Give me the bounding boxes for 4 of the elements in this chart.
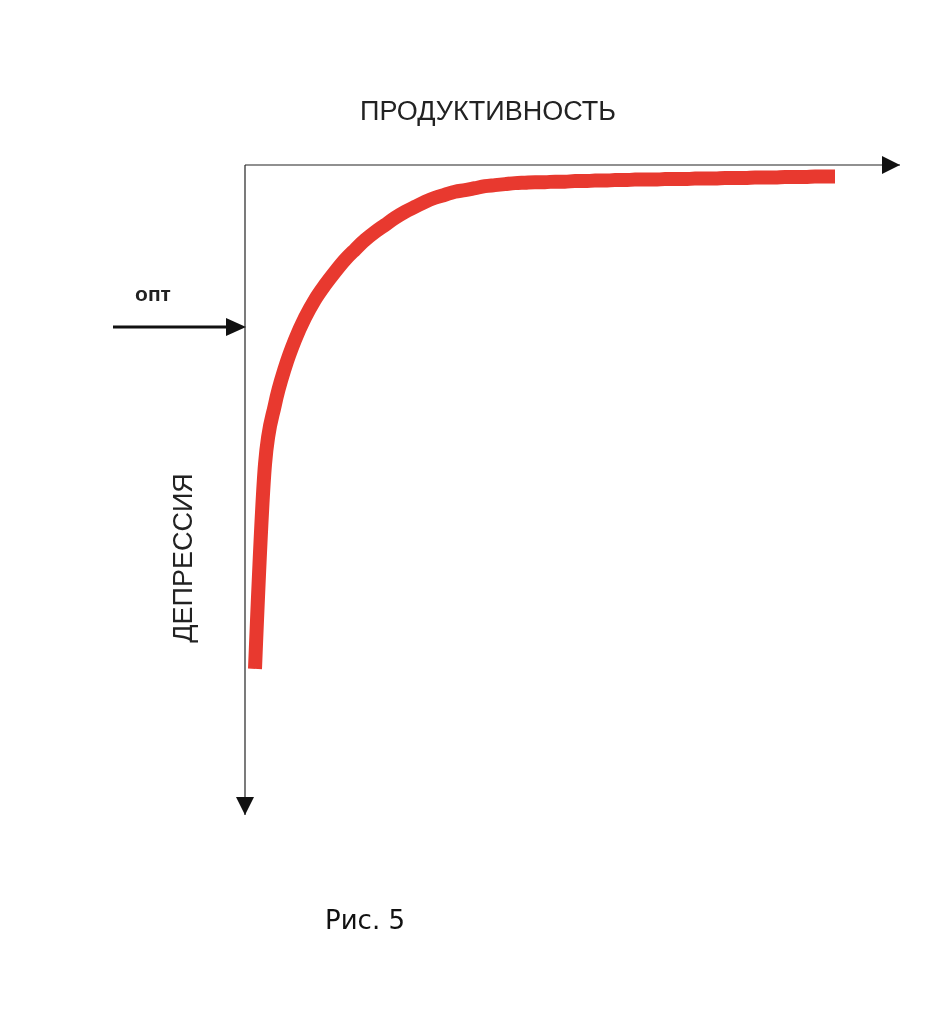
text: опт bbox=[134, 282, 172, 306]
x-axis-title: ПРОДУКТИВНОСТЬ bbox=[359, 96, 617, 127]
text: Рис. 5 bbox=[324, 905, 406, 935]
y-axis-title: ДЕПРЕССИЯ bbox=[168, 472, 199, 645]
